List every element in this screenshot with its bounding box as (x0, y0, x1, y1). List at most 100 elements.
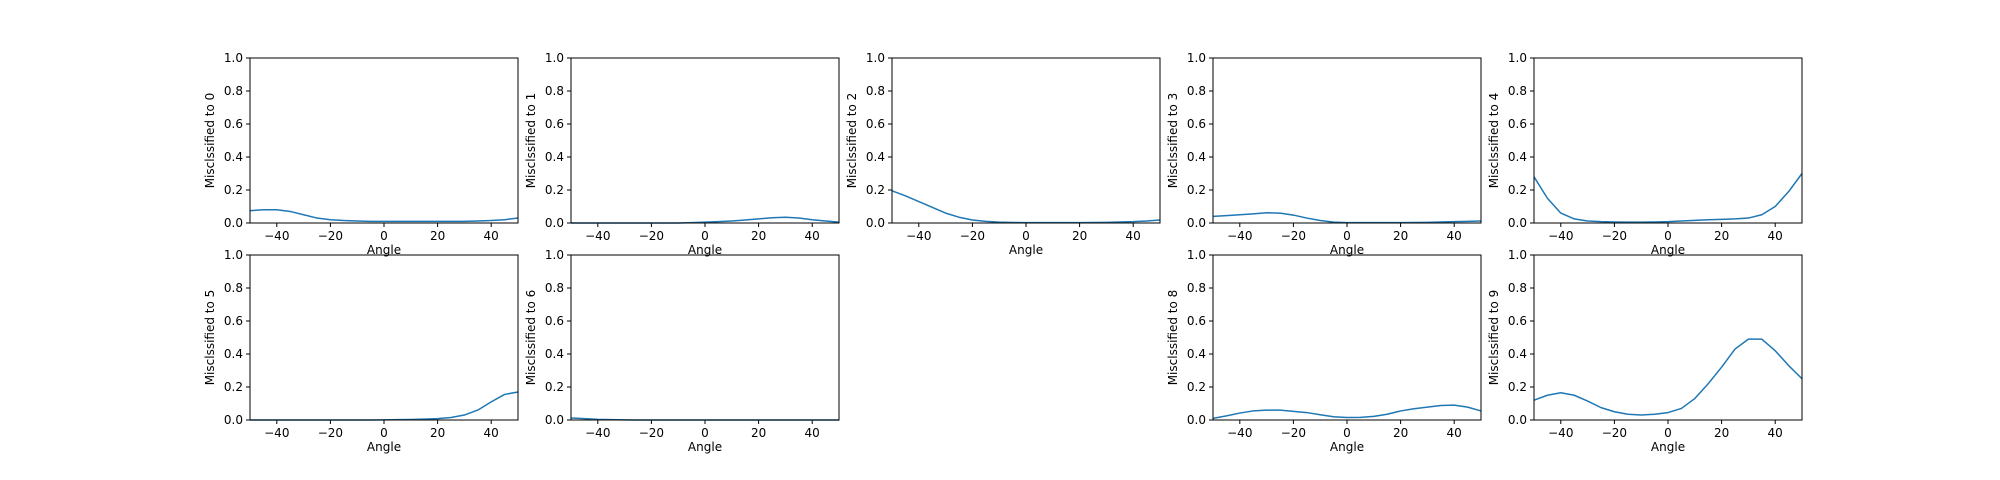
x-tick-label: −40 (906, 229, 931, 243)
y-tick-label: 0.2 (224, 183, 243, 197)
y-tick-label: 0.8 (545, 84, 564, 98)
x-tick-label: −20 (318, 426, 343, 440)
x-tick-label: 0 (1664, 229, 1672, 243)
x-tick-label: −20 (1281, 426, 1306, 440)
y-tick-label: 1.0 (1187, 51, 1206, 65)
series-line (1533, 338, 1803, 416)
y-tick-label: 0.0 (224, 413, 243, 427)
axes-frame (249, 57, 519, 224)
x-tick-label: −20 (1602, 426, 1627, 440)
y-tick-label: 1.0 (1508, 51, 1527, 65)
series-line (1533, 173, 1803, 223)
y-tick-label: 0.2 (1508, 183, 1527, 197)
y-axis-label: Misclssified to 5 (203, 290, 217, 386)
series-line (571, 216, 840, 224)
y-axis-label: Misclssified to 4 (1487, 93, 1501, 189)
y-tick-label: 0.4 (224, 347, 243, 361)
x-tick-label: 20 (430, 229, 445, 243)
x-tick-label: −20 (1281, 229, 1306, 243)
y-tick-label: 0.0 (224, 216, 243, 230)
subplot-5: 0.0 0.2 0.4 0.6 0.8 1.0 −40 −20 0 20 40 Angle Miscls… (203, 248, 519, 454)
y-tick-label: 0.2 (545, 183, 564, 197)
x-axis-label: Angle (1330, 440, 1364, 454)
axes-frame (1212, 254, 1482, 421)
x-tick-label: −40 (264, 426, 289, 440)
y-tick-label: 0.2 (224, 380, 243, 394)
x-tick-label: 0 (1343, 426, 1351, 440)
y-axis-label: Misclssified to 1 (524, 93, 538, 189)
x-axis-label: Angle (1009, 243, 1043, 257)
series-line (1212, 212, 1482, 224)
series-line (250, 391, 519, 421)
y-tick-label: 0.8 (224, 281, 243, 295)
y-tick-label: 1.0 (224, 248, 243, 262)
subplot-1: 0.0 0.2 0.4 0.6 0.8 1.0 −40 −20 0 20 40 Angle Miscls… (524, 51, 840, 257)
y-tick-label: 0.0 (1508, 413, 1527, 427)
x-tick-label: −40 (1227, 229, 1252, 243)
x-tick-label: −20 (960, 229, 985, 243)
x-tick-label: 20 (751, 229, 766, 243)
x-tick-label: 0 (701, 426, 709, 440)
y-tick-label: 1.0 (1508, 248, 1527, 262)
x-tick-label: 20 (1072, 229, 1087, 243)
y-axis-label: Misclssified to 0 (203, 93, 217, 189)
x-tick-label: 40 (1447, 229, 1462, 243)
x-tick-label: −40 (585, 426, 610, 440)
x-tick-label: 40 (805, 229, 820, 243)
subplot-6: 0.0 0.2 0.4 0.6 0.8 1.0 −40 −20 0 20 40 Angle Miscls… (524, 248, 840, 454)
x-axis-label: Angle (688, 440, 722, 454)
x-tick-label: 20 (1714, 229, 1729, 243)
x-tick-label: 0 (1664, 426, 1672, 440)
x-tick-label: 20 (1393, 229, 1408, 243)
x-tick-label: 0 (701, 229, 709, 243)
x-tick-label: 40 (1768, 426, 1783, 440)
y-axis-label: Misclssified to 6 (524, 290, 538, 386)
y-tick-label: 0.4 (1508, 347, 1527, 361)
y-tick-label: 0.8 (1187, 281, 1206, 295)
y-tick-label: 0.6 (1187, 314, 1206, 328)
y-tick-label: 1.0 (1187, 248, 1206, 262)
y-tick-label: 0.8 (1508, 281, 1527, 295)
y-tick-label: 1.0 (866, 51, 885, 65)
subplot-9: 0.0 0.2 0.4 0.6 0.8 1.0 −40 −20 0 20 40 Angle Miscls… (1487, 248, 1803, 454)
axes-frame (1533, 254, 1803, 421)
y-tick-label: 1.0 (545, 248, 564, 262)
y-tick-label: 0.6 (866, 117, 885, 131)
x-axis-label: Angle (1330, 243, 1364, 257)
x-tick-label: −40 (1227, 426, 1252, 440)
y-tick-label: 0.6 (224, 117, 243, 131)
y-tick-label: 0.8 (1508, 84, 1527, 98)
subplot-0: 0.0 0.2 0.4 0.6 0.8 1.0 −40 −20 0 20 40 Angle Miscls… (203, 51, 519, 257)
x-tick-label: 0 (1022, 229, 1030, 243)
subplot-3: 0.0 0.2 0.4 0.6 0.8 1.0 −40 −20 0 20 40 Angle Miscls… (1166, 51, 1482, 257)
y-tick-label: 0.6 (224, 314, 243, 328)
axes-frame (1212, 57, 1482, 224)
x-axis-label: Angle (1651, 243, 1685, 257)
y-tick-label: 0.2 (1508, 380, 1527, 394)
y-tick-label: 0.2 (1187, 380, 1206, 394)
x-tick-label: 0 (380, 229, 388, 243)
y-tick-label: 0.0 (866, 216, 885, 230)
subplot-2: 0.0 0.2 0.4 0.6 0.8 1.0 −40 −20 0 20 40 Angle Miscls… (845, 51, 1161, 257)
axes-frame (891, 57, 1161, 224)
subplot-4: 0.0 0.2 0.4 0.6 0.8 1.0 −40 −20 0 20 40 Angle Miscls… (1487, 51, 1803, 257)
x-tick-label: −40 (585, 229, 610, 243)
y-tick-label: 0.6 (545, 117, 564, 131)
x-tick-label: 20 (751, 426, 766, 440)
x-tick-label: 40 (484, 426, 499, 440)
y-tick-label: 0.0 (545, 413, 564, 427)
x-axis-label: Angle (688, 243, 722, 257)
axes-frame (570, 57, 840, 224)
y-tick-label: 0.0 (1187, 216, 1206, 230)
axes-frame (249, 254, 519, 421)
y-axis-label: Misclssified to 3 (1166, 93, 1180, 189)
y-tick-label: 0.6 (1508, 314, 1527, 328)
y-tick-label: 0.0 (1508, 216, 1527, 230)
y-tick-label: 0.6 (1508, 117, 1527, 131)
x-tick-label: −20 (1602, 229, 1627, 243)
y-axis-label: Misclssified to 2 (845, 93, 859, 189)
x-tick-label: 0 (380, 426, 388, 440)
x-tick-label: 40 (1126, 229, 1141, 243)
x-tick-label: 40 (1447, 426, 1462, 440)
x-axis-label: Angle (367, 243, 401, 257)
